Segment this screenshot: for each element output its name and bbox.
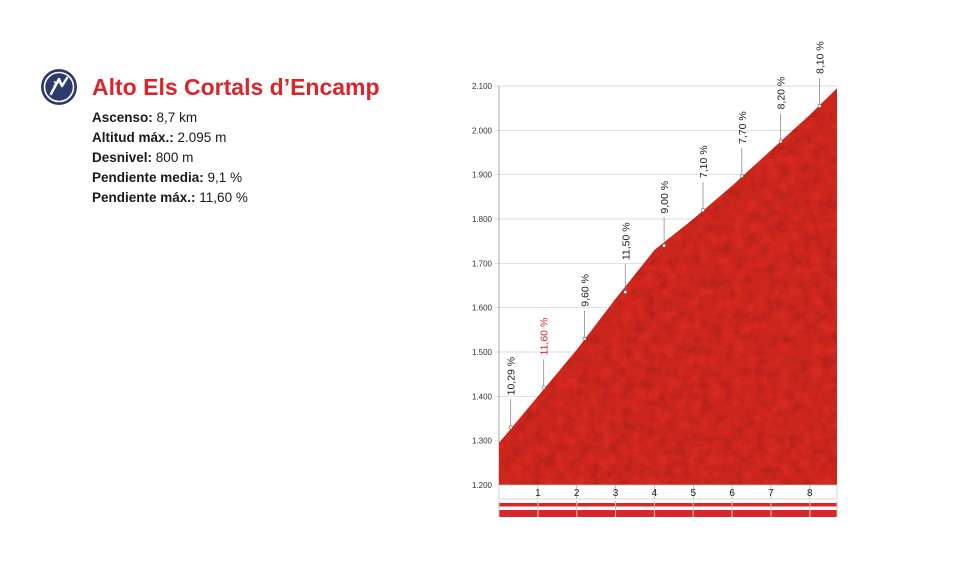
km-band-top	[771, 503, 810, 507]
gradient-point	[623, 290, 628, 295]
x-tick-label: 4	[652, 488, 658, 499]
gradient-label: 11,60 %	[539, 318, 551, 356]
gradient-point	[701, 208, 705, 213]
gradient-point	[662, 243, 667, 248]
gradient-label: 9,60 %	[579, 274, 591, 307]
x-axis: 1 2 3 4 5 6 7 8	[498, 484, 838, 517]
y-tick-label: 2.000	[472, 126, 493, 135]
y-tick-label: 1.400	[472, 392, 493, 401]
y-tick-label: 1.900	[472, 171, 493, 180]
gradient-point	[778, 139, 783, 144]
km-band-bottom	[577, 510, 616, 517]
x-tick-label: 2	[574, 488, 580, 499]
km-band-top	[732, 503, 771, 507]
km-band-top	[654, 503, 693, 507]
elevation-profile-area	[499, 88, 837, 485]
stat-max-gradient: Pendiente máx.: 11,60 %	[92, 190, 248, 205]
climb-stats: Ascenso: 8,7 km Altitud máx.: 2.095 m De…	[92, 108, 248, 208]
km-band-bottom	[693, 510, 732, 517]
km-band-top	[577, 503, 616, 507]
gradient-markers: 10,29 % 11,60 % 9,60 % 11,50 % 9,00 % 7,10 % 7…	[506, 41, 827, 430]
km-band-top	[810, 503, 837, 507]
km-band-top	[693, 503, 732, 507]
x-tick-label: 1	[535, 488, 541, 499]
climb-title: Alto Els Cortals d’Encamp	[92, 74, 380, 100]
x-tick-label: 8	[807, 488, 813, 499]
gradient-label: 9,00 %	[659, 181, 671, 214]
svg-text:1ª: 1ª	[53, 81, 60, 88]
gradient-label: 7,10 %	[698, 145, 710, 178]
x-tick-label: 5	[690, 488, 696, 499]
gradient-point	[817, 104, 822, 108]
gradient-label: 8,20 %	[776, 77, 788, 110]
stat-max-altitude: Altitud máx.: 2.095 m	[92, 130, 227, 145]
km-band-bottom	[616, 510, 654, 517]
x-axis-km-strip	[498, 484, 838, 500]
gradient-label: 10,29 %	[506, 357, 518, 396]
km-band-top	[538, 503, 577, 507]
x-tick-label: 6	[729, 488, 735, 499]
y-tick-label: 1.600	[472, 304, 493, 313]
gradient-point	[739, 174, 744, 178]
y-tick-label: 1.300	[472, 437, 493, 446]
y-tick-label: 2.100	[472, 82, 493, 91]
x-tick-label: 3	[613, 488, 619, 499]
km-band-bottom	[810, 510, 837, 517]
km-band-bottom	[654, 510, 693, 517]
km-band-bottom	[771, 510, 810, 517]
y-tick-label: 1.700	[472, 259, 493, 268]
y-tick-label: 1.200	[472, 481, 493, 490]
km-band-bottom	[732, 510, 771, 517]
gradient-label: 7,70 %	[737, 111, 749, 144]
y-axis: 1.200 1.300 1.400 1.500 1.600 1.700 1.800 1.900…	[472, 82, 500, 490]
stat-average-gradient: Pendiente media: 9,1 %	[92, 170, 243, 185]
gradient-point	[582, 336, 587, 341]
km-band-top	[616, 503, 654, 507]
y-tick-label: 1.500	[472, 348, 493, 357]
gradient-point	[508, 425, 513, 430]
y-tick-label: 1.800	[472, 215, 493, 224]
gradient-label: 8,10 %	[815, 41, 827, 74]
stat-ascent: Ascenso: 8,7 km	[92, 110, 198, 125]
cycling-category-badge-icon: 1ª	[41, 69, 77, 105]
x-tick-label: 7	[768, 488, 774, 499]
stat-elevation-gain: Desnivel: 800 m	[92, 150, 194, 165]
km-band-top	[499, 503, 538, 507]
gradient-point	[541, 385, 546, 390]
gradient-label: 11,50 %	[620, 222, 632, 260]
km-band-bottom	[499, 510, 538, 517]
km-band-bottom	[538, 510, 577, 517]
